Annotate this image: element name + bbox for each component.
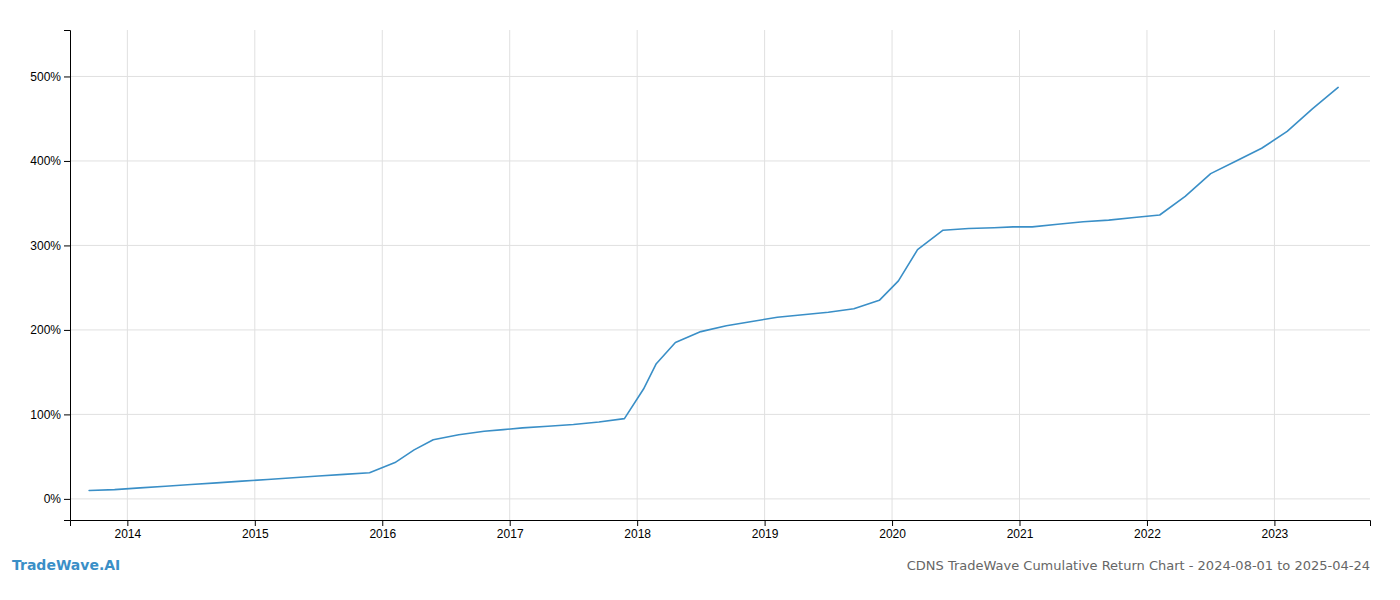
grid-line <box>70 76 1370 77</box>
watermark: TradeWave.AI <box>12 557 120 573</box>
tick: 2014 <box>115 520 142 541</box>
tick-label: 2017 <box>497 527 524 541</box>
tick: 2022 <box>1134 520 1161 541</box>
x-axis: 2014 2015 2016 2017 2018 2019 2020 2021 2022 2023 <box>71 520 1371 541</box>
marks <box>89 87 1338 490</box>
tick-mark <box>64 161 70 162</box>
tick-mark <box>765 520 766 526</box>
tick: 2015 <box>242 520 269 541</box>
axis-line <box>64 31 71 521</box>
tick-label: 2015 <box>242 527 269 541</box>
tick-label: 2016 <box>369 527 396 541</box>
tick-mark <box>255 520 256 526</box>
grid-line <box>892 30 893 520</box>
plot: 2014 2015 2016 2017 2018 2019 2020 2021 2022 2023… <box>30 30 1370 541</box>
tick-label: 2022 <box>1134 527 1161 541</box>
tick-mark <box>64 414 70 415</box>
axis-line <box>71 521 1371 527</box>
tick: 500% <box>30 70 70 84</box>
tick-mark <box>1020 520 1021 526</box>
grid-line <box>70 160 1370 161</box>
grid-line <box>127 30 128 520</box>
tick: 2019 <box>752 520 779 541</box>
tick-label: 300% <box>30 239 61 253</box>
tick-mark <box>64 76 70 77</box>
tick-mark <box>64 499 70 500</box>
grid-line <box>70 245 1370 246</box>
grid <box>70 30 1370 520</box>
tick-mark <box>1274 520 1275 526</box>
tick-label: 400% <box>30 154 61 168</box>
tick-label: 2021 <box>1007 527 1034 541</box>
tick-mark <box>510 520 511 526</box>
tick: 300% <box>30 239 70 253</box>
tick-label: 100% <box>30 408 61 422</box>
grid-line <box>382 30 383 520</box>
grid-line <box>637 30 638 520</box>
tick-mark <box>1147 520 1148 526</box>
chart: 2014 2015 2016 2017 2018 2019 2020 2021 2022 2023… <box>0 0 1400 600</box>
tick: 2023 <box>1262 520 1289 541</box>
tick: 0% <box>44 492 70 506</box>
tick-mark <box>892 520 893 526</box>
tick-label: 2020 <box>879 527 906 541</box>
y-axis: 0% 100% 200% 300% 400% 500% <box>30 31 70 521</box>
tick-label: 2014 <box>115 527 142 541</box>
grid-line <box>254 30 255 520</box>
grid-line <box>70 414 1370 415</box>
grid-line <box>1146 30 1147 520</box>
tick: 100% <box>30 408 70 422</box>
title: CDNS TradeWave Cumulative Return Chart -… <box>907 558 1370 573</box>
tick-label: 200% <box>30 323 61 337</box>
grid-line <box>764 30 765 520</box>
tick: 2018 <box>624 520 651 541</box>
tick-mark <box>64 245 70 246</box>
tick-label: 2019 <box>752 527 779 541</box>
tick: 2020 <box>879 520 906 541</box>
tick-mark <box>637 520 638 526</box>
tick-mark <box>382 520 383 526</box>
grid-line <box>509 30 510 520</box>
tick: 2021 <box>1007 520 1034 541</box>
tick: 400% <box>30 154 70 168</box>
grid-line <box>70 329 1370 330</box>
tick: 200% <box>30 323 70 337</box>
grid-line <box>1274 30 1275 520</box>
tick-label: 2018 <box>624 527 651 541</box>
tick-label: 500% <box>30 70 61 84</box>
tick: 2017 <box>497 520 524 541</box>
tick-label: 2023 <box>1262 527 1289 541</box>
tick-label: 0% <box>44 492 62 506</box>
tick-mark <box>127 520 128 526</box>
grid-line <box>70 498 1370 499</box>
tick-mark <box>64 330 70 331</box>
tick: 2016 <box>369 520 396 541</box>
line <box>89 87 1338 490</box>
grid-line <box>1019 30 1020 520</box>
